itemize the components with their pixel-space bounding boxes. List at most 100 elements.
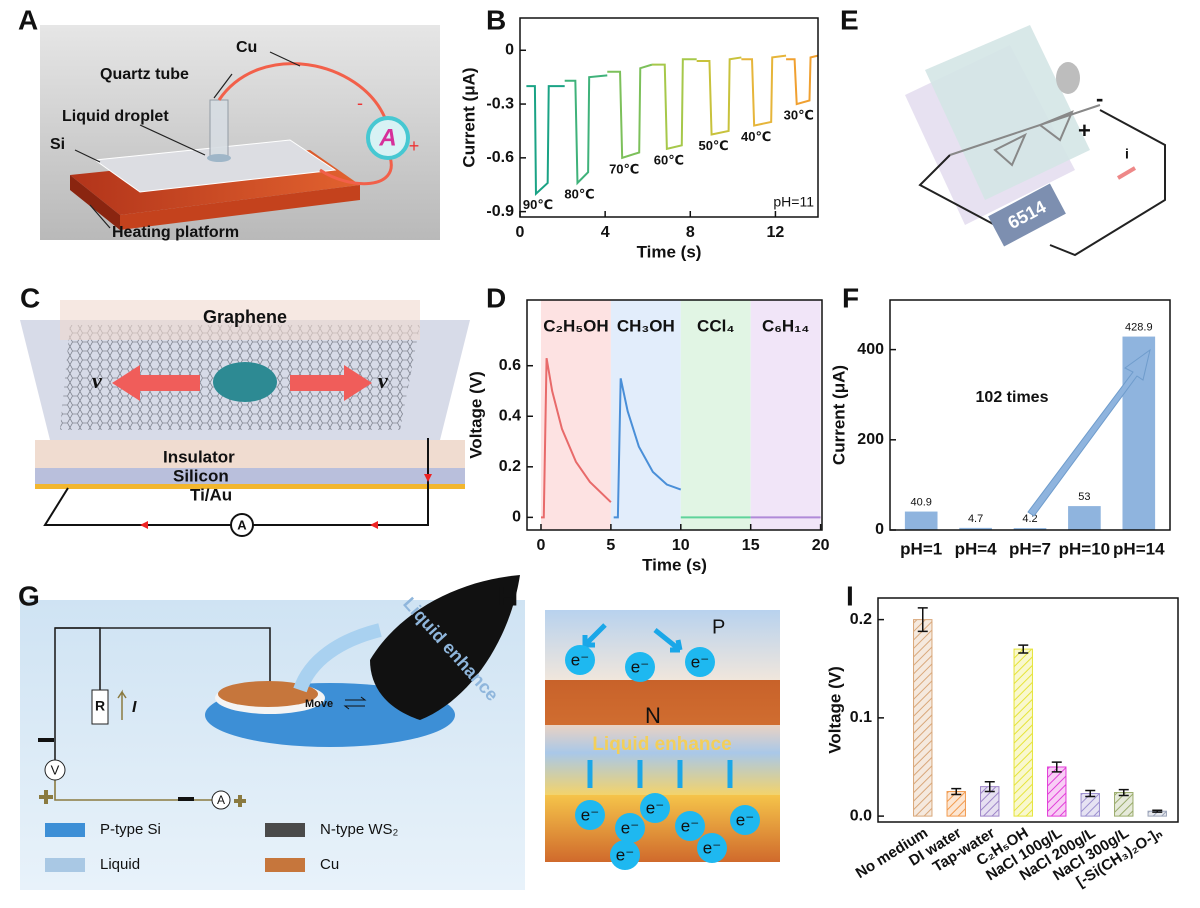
minus [38,738,54,742]
arrows [582,623,733,788]
x-tick-label: 0 [516,224,525,241]
line [741,54,787,127]
error-bar [984,780,995,793]
electron-label: e⁻ [616,845,634,864]
x-tick-label: pH=14 [1113,539,1165,558]
series-label: CH₃OH [617,316,675,335]
value-label: 428.9 [1125,321,1153,333]
arrow [290,365,372,401]
series-label: 30℃ [784,107,814,122]
electron [640,793,670,823]
meter [988,183,1066,247]
line [786,54,819,106]
series-label: CCl₄ [697,316,734,335]
bar [959,527,992,530]
x-tick-label: 4 [601,224,610,241]
x-tick-label: 15 [742,537,760,554]
electron-label: e⁻ [703,838,721,857]
ti-au [35,484,465,489]
legend-label: Cu [320,856,339,873]
panel-label: C [20,282,40,313]
electron-label: e⁻ [621,818,639,837]
panel-e: 6514 - + i [905,25,1166,257]
value-label: 40.9 [910,496,931,508]
electron [730,805,760,835]
ammeter-label: A [378,124,396,151]
panel-label: G [18,580,40,611]
band [610,300,681,530]
x-axis-label: Time (s) [642,555,707,574]
ammeter [366,116,410,160]
annotation: pH=11 [773,194,814,210]
y-axis-label: Voltage (V) [466,371,485,459]
label: Liquid enhance [592,734,731,755]
series-label: C₂H₅OH [543,316,608,335]
y-tick-label: 0.4 [499,407,521,424]
velocity: v [92,368,102,393]
panel-label: D [486,282,506,313]
x-tick-label: pH=1 [900,539,942,558]
legend-swatch [265,823,305,837]
series-label: 50℃ [698,138,728,153]
legend-label: P-type Si [100,821,161,838]
pointer [74,51,301,229]
annotation: 102 times [976,389,1049,406]
label: Insulator [163,447,235,466]
electron-label: e⁻ [646,798,664,817]
label: Ti/Au [190,485,232,504]
resistor [91,689,109,725]
line [564,74,608,186]
electron [565,645,595,675]
y-tick-label: -0.9 [486,203,514,220]
platform-side [70,175,120,230]
plot-frame [526,299,823,531]
line [607,63,653,160]
cu-wire [319,156,393,186]
error-bar [1085,789,1096,798]
n-layer [545,680,780,725]
panel-g: Liquid enhance Move R I V A P-type Si N-… [20,575,525,890]
bar [904,511,938,530]
bar [1013,528,1047,530]
label: Quartz tube [100,66,189,83]
bar [913,619,933,817]
graphene-fold [60,300,420,340]
label: I [132,699,137,716]
y-tick-label: 0 [505,41,514,58]
panel-h: e⁻ e⁻ e⁻e⁻e⁻e⁻e⁻ e⁻e⁻e⁻ P N Liquid enhance [545,610,780,870]
panel-c: A Graphene v v Insulator Silicon Ti/Au [20,300,470,537]
label: Move [305,698,333,710]
current-label: i [1125,146,1129,162]
y-tick-label: 0 [875,521,884,538]
line [651,58,697,151]
electron-label: e⁻ [581,805,599,824]
plot-frame [877,597,1179,823]
x-tick-label: 8 [686,224,695,241]
label: Si [50,136,65,153]
circuit [54,627,271,760]
arrow [112,365,200,401]
y-tick-label: -0.6 [486,149,514,166]
x-tick-label: pH=7 [1009,539,1051,558]
droplet [207,154,231,162]
current-arrow [1116,166,1137,180]
plot-frame [889,299,1171,531]
electron-label: e⁻ [681,816,699,835]
y-axis-label: Current (μA) [829,365,848,465]
x-tick-label: 0 [537,537,546,554]
line [696,56,742,136]
electrons: e⁻ e⁻ e⁻e⁻e⁻e⁻e⁻ e⁻e⁻e⁻ [565,645,760,870]
label: A [217,793,225,807]
circuit [1049,109,1166,257]
layer [925,25,1090,200]
error-bar [951,787,962,796]
panel-label: F [842,282,859,313]
label: Liquid droplet [62,108,169,125]
quartz-tube [209,99,229,159]
line [526,85,565,196]
electron-label: e⁻ [571,650,589,669]
y-axis-label: Voltage (V) [825,666,844,754]
minus: - [1096,86,1103,111]
panel-label: B [486,4,506,35]
